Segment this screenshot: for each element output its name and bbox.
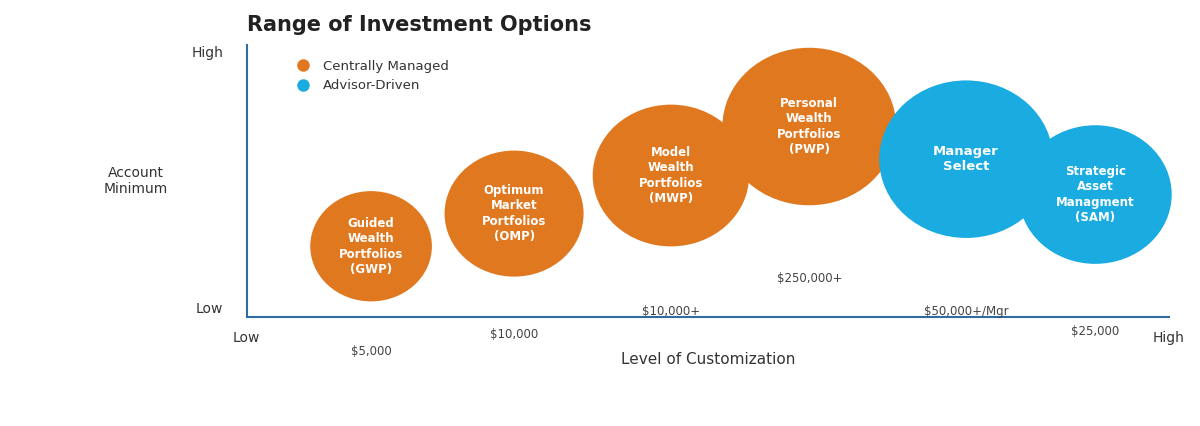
Text: Range of Investment Options: Range of Investment Options — [246, 15, 592, 35]
Ellipse shape — [880, 81, 1052, 238]
Text: $10,000+: $10,000+ — [642, 305, 700, 319]
Text: Strategic
Asset
Managment
(SAM): Strategic Asset Managment (SAM) — [1056, 165, 1134, 225]
Text: $10,000: $10,000 — [490, 328, 539, 341]
Ellipse shape — [444, 150, 583, 276]
Text: Manager
Select: Manager Select — [934, 145, 998, 173]
Ellipse shape — [311, 191, 432, 301]
Text: Model
Wealth
Portfolios
(MWP): Model Wealth Portfolios (MWP) — [638, 146, 703, 205]
Text: $25,000: $25,000 — [1072, 325, 1120, 337]
Text: Level of Customization: Level of Customization — [620, 352, 794, 367]
Legend: Centrally Managed, Advisor-Driven: Centrally Managed, Advisor-Driven — [290, 60, 449, 92]
Text: Optimum
Market
Portfolios
(OMP): Optimum Market Portfolios (OMP) — [482, 184, 546, 243]
Text: $50,000+/Mgr: $50,000+/Mgr — [924, 305, 1008, 318]
Text: Low: Low — [196, 302, 223, 316]
Ellipse shape — [593, 105, 749, 246]
Text: Low: Low — [233, 331, 260, 345]
Ellipse shape — [1019, 125, 1171, 264]
Text: $5,000: $5,000 — [350, 345, 391, 358]
Text: $250,000+: $250,000+ — [776, 272, 842, 285]
Text: High: High — [192, 46, 223, 60]
Ellipse shape — [722, 48, 896, 205]
Text: Account
Minimum: Account Minimum — [103, 166, 168, 196]
Text: High: High — [1153, 331, 1186, 345]
Text: Guided
Wealth
Portfolios
(GWP): Guided Wealth Portfolios (GWP) — [338, 216, 403, 276]
Text: Personal
Wealth
Portfolios
(PWP): Personal Wealth Portfolios (PWP) — [778, 97, 841, 156]
